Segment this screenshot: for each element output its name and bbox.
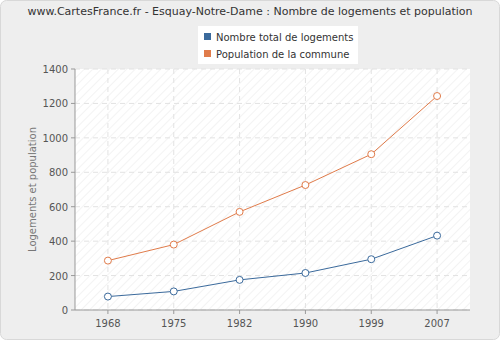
tick-label: 1982 — [227, 318, 252, 329]
grid-line — [239, 69, 240, 310]
tick — [71, 206, 75, 207]
tick — [437, 310, 438, 314]
point — [434, 232, 441, 239]
point — [302, 182, 309, 189]
tick — [371, 310, 372, 314]
tick — [107, 310, 108, 314]
tick — [71, 172, 75, 173]
tick-label: 1990 — [293, 318, 318, 329]
series-line — [108, 236, 437, 297]
tick-label: 800 — [49, 167, 68, 178]
tick-label: 1975 — [161, 318, 186, 329]
grid-line — [75, 137, 470, 138]
chart: www.CartesFrance.fr - Esquay-Notre-Dame … — [0, 0, 500, 340]
grid-line — [75, 69, 470, 70]
tick — [71, 241, 75, 242]
point — [434, 93, 441, 100]
tick — [239, 310, 240, 314]
background — [1, 1, 500, 340]
tick-label: 2007 — [424, 318, 449, 329]
legend-label: Nombre total de logements — [216, 32, 353, 43]
y-axis — [75, 69, 76, 310]
tick-label: 1999 — [359, 318, 384, 329]
point — [170, 241, 177, 248]
grid-line — [371, 69, 372, 310]
tick-label: 600 — [49, 202, 68, 213]
point — [104, 293, 111, 300]
grid-line — [107, 69, 108, 310]
tick-label: 1400 — [43, 64, 68, 75]
tick — [173, 310, 174, 314]
grid-line — [75, 275, 470, 276]
grid-line — [75, 310, 470, 311]
series-group — [104, 93, 440, 301]
point — [368, 256, 375, 263]
title: www.CartesFrance.fr - Esquay-Notre-Dame … — [27, 5, 472, 18]
tick — [71, 310, 75, 311]
tick-label: 0 — [62, 305, 68, 316]
grid-line — [75, 206, 470, 207]
plot-area — [75, 69, 470, 310]
tick-label: 1000 — [43, 133, 68, 144]
point — [104, 257, 111, 264]
tick — [305, 310, 306, 314]
tick-label: 1200 — [43, 98, 68, 109]
tick — [71, 103, 75, 104]
tick-label: 1968 — [95, 318, 120, 329]
series-line — [108, 96, 437, 261]
grid-line — [437, 69, 438, 310]
grid-line — [75, 172, 470, 173]
tick — [71, 69, 75, 70]
tick-label: 400 — [49, 236, 68, 247]
legend-label: Population de la commune — [216, 49, 349, 60]
tick — [71, 137, 75, 138]
point — [368, 151, 375, 158]
point — [236, 208, 243, 215]
legend-box — [198, 26, 358, 64]
grid-line — [75, 241, 470, 242]
y-label: Logements et population — [27, 127, 38, 252]
point — [170, 288, 177, 295]
point — [302, 269, 309, 276]
tick — [71, 275, 75, 276]
grid-line — [75, 103, 470, 104]
legend-swatch — [204, 50, 211, 57]
grid-line — [173, 69, 174, 310]
legend: Nombre total de logements Population de l… — [198, 26, 358, 64]
point — [236, 276, 243, 283]
tick-label: 200 — [49, 271, 68, 282]
x-axis — [75, 310, 470, 311]
legend-swatch — [204, 33, 211, 40]
